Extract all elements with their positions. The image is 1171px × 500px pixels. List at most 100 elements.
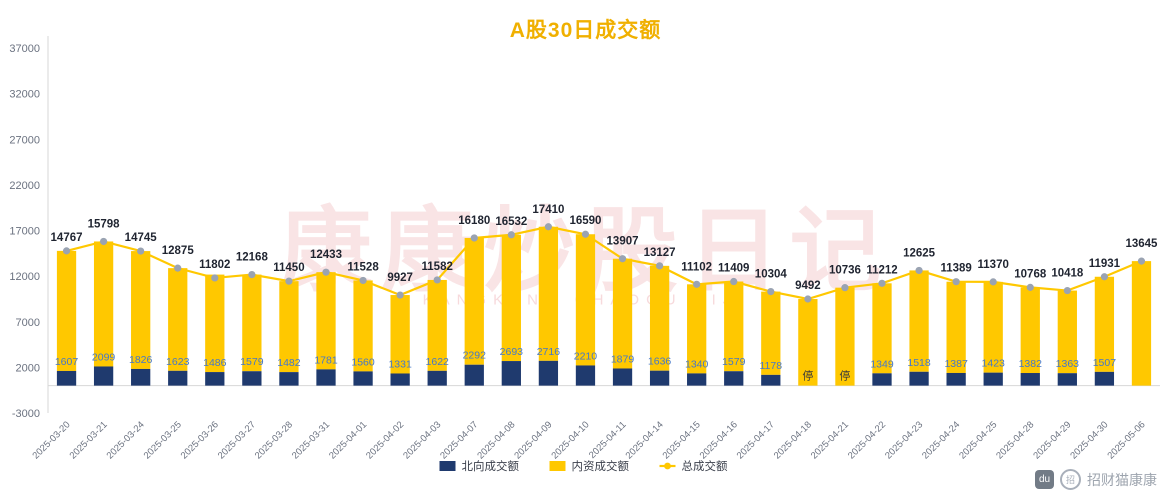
total-value-label: 12168 — [236, 252, 269, 264]
bar-inner-capital — [279, 281, 299, 373]
total-value-label: 12433 — [310, 249, 342, 261]
line-marker-total — [396, 291, 404, 299]
bar-northbound — [279, 372, 299, 386]
x-axis-tick-label: 2025-04-02 — [364, 419, 406, 461]
total-value-label: 11102 — [681, 261, 712, 273]
x-axis-tick-label: 2025-04-25 — [957, 419, 999, 461]
bar-inner-capital — [575, 234, 596, 366]
total-value-label: 12875 — [162, 245, 195, 257]
total-value-label: 14767 — [51, 232, 83, 244]
northbound-value-label: 1579 — [722, 356, 746, 368]
x-axis-tick-label: 2025-04-14 — [624, 419, 666, 461]
bar-inner-capital — [649, 265, 670, 371]
northbound-value-label: 1636 — [648, 356, 672, 368]
total-value-label: 11450 — [273, 262, 304, 274]
northbound-value-label: 停 — [802, 369, 813, 383]
line-marker-total — [211, 274, 219, 282]
northbound-value-label: 1507 — [1093, 357, 1117, 369]
total-value-label: 11389 — [940, 263, 971, 275]
bar-northbound — [687, 373, 707, 386]
northbound-value-label: 1349 — [870, 358, 894, 370]
line-marker-total — [841, 284, 849, 292]
line-marker-total — [767, 288, 775, 296]
legend-label: 北向成交额 — [462, 459, 520, 473]
total-value-label: 11370 — [978, 259, 1009, 271]
svg-text:37000: 37000 — [9, 43, 40, 55]
line-marker-total — [693, 280, 701, 288]
x-axis-tick-label: 2025-04-09 — [512, 419, 554, 461]
bar-northbound — [649, 370, 670, 386]
x-axis-tick-label: 2025-03-28 — [253, 419, 295, 461]
bar-northbound — [575, 365, 596, 386]
northbound-value-label: 1363 — [1056, 358, 1080, 370]
bar-inner-capital — [464, 237, 484, 365]
northbound-value-label: 2693 — [500, 346, 524, 358]
bar-northbound — [1057, 373, 1077, 386]
bar-inner-capital — [1131, 261, 1152, 386]
x-axis-tick-label: 2025-03-20 — [31, 419, 73, 461]
bar-inner-capital — [835, 287, 855, 386]
line-marker-total — [137, 247, 145, 255]
total-value-label: 10304 — [755, 269, 788, 281]
total-value-label: 10736 — [829, 265, 861, 277]
total-value-label: 13127 — [644, 247, 676, 259]
line-marker-total — [100, 237, 108, 246]
x-axis-tick-label: 2025-04-16 — [698, 419, 740, 461]
bar-northbound — [872, 373, 892, 386]
northbound-value-label: 1486 — [203, 357, 227, 369]
x-axis-tick-label: 2025-04-10 — [549, 419, 591, 461]
bar-inner-capital — [1094, 276, 1115, 372]
x-axis-tick-label: 2025-04-28 — [994, 419, 1036, 461]
northbound-value-label: 1560 — [351, 356, 375, 368]
line-marker-total — [433, 276, 441, 284]
total-value-label: 14745 — [125, 232, 158, 244]
bar-inner-capital — [798, 299, 818, 386]
bar-northbound — [501, 361, 521, 386]
bar-inner-capital — [93, 241, 114, 367]
svg-text:-3000: -3000 — [12, 408, 40, 420]
line-marker-total — [322, 268, 330, 276]
bar-inner-capital — [56, 250, 77, 371]
bar-northbound — [909, 371, 929, 386]
total-value-label: 16180 — [458, 215, 490, 227]
line-marker-total — [62, 247, 71, 255]
northbound-value-label: 1622 — [426, 356, 450, 368]
bar-northbound — [131, 368, 151, 386]
total-value-label: 11582 — [422, 261, 453, 273]
x-axis-tick-label: 2025-04-08 — [475, 419, 517, 461]
northbound-value-label: 1781 — [314, 354, 338, 366]
svg-text:17000: 17000 — [9, 226, 40, 238]
bar-northbound — [612, 368, 633, 386]
bar-inner-capital — [1057, 290, 1077, 374]
legend-item[interactable]: 总成交额 — [659, 459, 728, 473]
total-value-label: 12625 — [903, 247, 936, 259]
legend-item[interactable]: 内资成交额 — [549, 459, 630, 473]
line-marker-total — [878, 279, 886, 287]
northbound-value-label: 1607 — [55, 356, 79, 368]
total-value-label: 11528 — [347, 261, 379, 273]
bar-inner-capital — [205, 274, 225, 373]
x-axis-tick-label: 2025-03-26 — [179, 419, 221, 461]
total-value-label: 9492 — [795, 280, 821, 292]
x-axis-tick-label: 2025-04-29 — [1031, 419, 1073, 461]
svg-text:27000: 27000 — [9, 134, 40, 146]
bar-northbound — [390, 373, 410, 386]
bar-inner-capital — [390, 295, 410, 374]
northbound-value-label: 1482 — [277, 357, 301, 369]
northbound-value-label: 1331 — [388, 358, 412, 370]
bar-inner-capital — [761, 291, 781, 375]
line-marker-total — [581, 230, 590, 238]
line-marker-total — [285, 277, 293, 285]
line-marker-total — [544, 223, 553, 231]
northbound-value-label: 1623 — [166, 356, 190, 368]
northbound-value-label: 停 — [839, 369, 850, 383]
line-marker-total — [730, 277, 738, 286]
chart-title: A股30日成交额 — [509, 19, 662, 42]
line-marker-total — [1100, 273, 1108, 281]
legend-item[interactable]: 北向成交额 — [439, 459, 520, 473]
x-axis-tick-label: 2025-04-23 — [883, 419, 925, 461]
bar-northbound — [205, 372, 225, 386]
total-value-label: 13645 — [1125, 238, 1158, 250]
bar-inner-capital — [687, 284, 707, 374]
